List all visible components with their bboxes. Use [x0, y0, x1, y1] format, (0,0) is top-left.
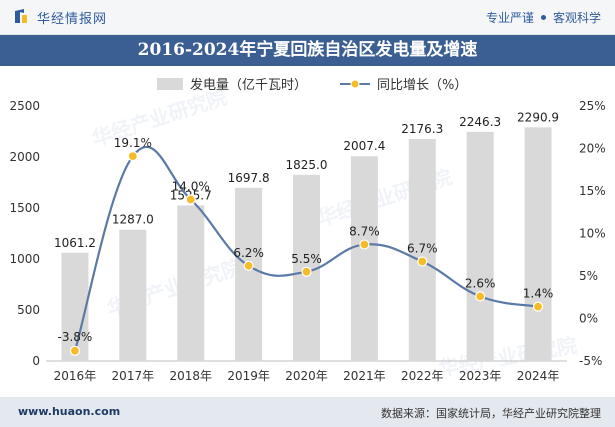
y-right-tick: 5%: [579, 269, 598, 283]
slogan-left: 专业严谨: [485, 11, 534, 25]
bar-value-label: 2290.9: [517, 110, 559, 124]
x-tick-label: 2018年: [169, 369, 212, 383]
legend-bar-swatch: [157, 78, 183, 90]
bar: [177, 205, 205, 361]
growth-point: [185, 194, 196, 205]
growth-point: [127, 151, 138, 162]
y-left-tick: 2500: [9, 99, 40, 113]
bar: [235, 187, 263, 361]
bar-value-label: 2246.3: [459, 115, 501, 129]
x-tick-label: 2019年: [227, 369, 270, 383]
bar: [61, 252, 89, 361]
x-tick-label: 2024年: [517, 369, 560, 383]
growth-value-label: 2.6%: [465, 276, 496, 290]
x-tick-label: 2016年: [54, 369, 97, 383]
y-left-tick: 1000: [9, 252, 40, 266]
y-right-tick: 10%: [579, 227, 606, 241]
brand-name: 华经情报网: [37, 11, 108, 27]
legend-bar-label: 发电量（亿千瓦时）: [190, 77, 307, 93]
slogan-dot-icon: [540, 15, 546, 20]
y-right-tick: 25%: [579, 99, 606, 113]
bar-value-label: 1061.2: [54, 236, 96, 250]
growth-point: [243, 260, 254, 271]
x-tick-label: 2017年: [112, 369, 155, 383]
y-left-tick: 1500: [9, 201, 40, 215]
x-tick-label: 2023年: [459, 369, 502, 383]
growth-point: [301, 266, 312, 277]
growth-value-label: 14.0%: [172, 180, 210, 194]
footer-source: 数据来源：国家统计局，华经产业研究院整理: [381, 407, 601, 420]
growth-value-label: 19.1%: [114, 136, 152, 150]
x-tick-label: 2020年: [285, 369, 328, 383]
y-right-tick: -5%: [579, 354, 602, 368]
legend-line-label: 同比增长（%）: [377, 78, 467, 93]
bar: [466, 131, 494, 361]
y-right-tick: 20%: [579, 142, 606, 156]
bar-value-label: 1825.0: [286, 158, 328, 172]
bar-value-label: 2007.4: [343, 139, 385, 153]
x-tick-label: 2021年: [343, 369, 386, 383]
growth-value-label: -3.8%: [58, 330, 93, 344]
bar-value-label: 2176.3: [401, 122, 443, 136]
bar: [350, 156, 378, 361]
footer: www.huaon.com 数据来源：国家统计局，华经产业研究院整理: [0, 397, 615, 427]
bar: [119, 229, 147, 361]
brand[interactable]: 华经情报网: [14, 8, 108, 27]
slogan-right: 客观科学: [552, 11, 601, 25]
growth-value-label: 5.5%: [291, 252, 322, 266]
growth-point: [475, 291, 486, 302]
watermark-1: 华经产业研究院: [89, 85, 230, 151]
y-right-tick: 0%: [579, 312, 598, 326]
y-left-tick: 2000: [9, 150, 40, 164]
y-left-tick: 500: [17, 303, 40, 317]
growth-point: [69, 345, 81, 356]
legend-line-marker: [350, 79, 360, 89]
chart-title: 2016-2024年宁夏回族自治区发电量及增速: [0, 35, 615, 66]
y-right-tick: 15%: [579, 184, 606, 198]
y-left-tick: 0: [32, 354, 40, 368]
bar-value-label: 1697.8: [228, 171, 270, 185]
x-tick-label: 2022年: [401, 369, 444, 383]
bar: [408, 139, 436, 361]
brand-logo-icon: [15, 9, 27, 23]
top-bar: 华经情报网 专业严谨 客观科学: [0, 0, 615, 35]
growth-value-label: 6.2%: [233, 246, 264, 260]
growth-value-label: 1.4%: [523, 287, 554, 301]
footer-url[interactable]: www.huaon.com: [18, 405, 121, 418]
bar: [524, 127, 552, 361]
slogan: 专业严谨 客观科学: [486, 9, 601, 26]
growth-value-label: 6.7%: [407, 242, 438, 256]
bar-value-label: 1287.0: [112, 213, 154, 227]
growth-point: [417, 256, 428, 267]
growth-point: [359, 239, 370, 250]
growth-value-label: 8.7%: [349, 225, 380, 239]
growth-point: [532, 301, 544, 312]
